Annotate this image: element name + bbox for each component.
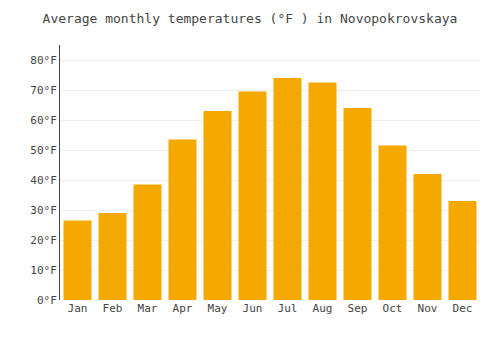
svg-text:Apr: Apr	[173, 302, 193, 315]
svg-text:Jul: Jul	[278, 302, 298, 315]
svg-text:20°F: 20°F	[30, 234, 57, 247]
svg-text:70°F: 70°F	[30, 84, 57, 97]
svg-text:40°F: 40°F	[30, 174, 57, 187]
svg-text:80°F: 80°F	[30, 54, 57, 67]
svg-text:Aug: Aug	[313, 302, 333, 315]
svg-text:Jun: Jun	[243, 302, 263, 315]
svg-text:Mar: Mar	[138, 302, 158, 315]
svg-text:Oct: Oct	[383, 302, 403, 315]
svg-text:10°F: 10°F	[30, 264, 57, 277]
svg-text:Feb: Feb	[103, 302, 123, 315]
svg-text:Dec: Dec	[453, 302, 473, 315]
svg-text:Average monthly temperatures (: Average monthly temperatures (°F ) in No…	[43, 11, 458, 26]
svg-text:May: May	[208, 302, 228, 315]
svg-text:Sep: Sep	[348, 302, 368, 315]
svg-text:Jan: Jan	[68, 302, 88, 315]
svg-text:50°F: 50°F	[30, 144, 57, 157]
svg-text:0°F: 0°F	[37, 294, 57, 307]
svg-text:Nov: Nov	[418, 302, 438, 315]
svg-text:30°F: 30°F	[30, 204, 57, 217]
svg-text:60°F: 60°F	[30, 114, 57, 127]
